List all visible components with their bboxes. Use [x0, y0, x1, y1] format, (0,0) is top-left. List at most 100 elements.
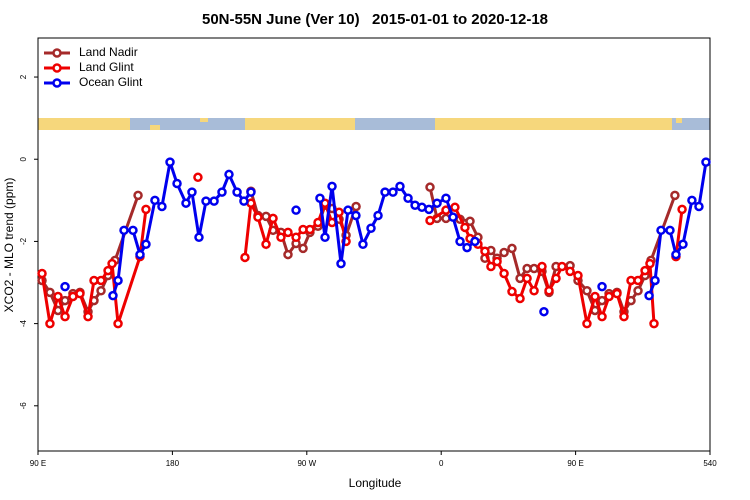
- data-point: [150, 195, 160, 206]
- land-ocean-strip: [38, 118, 710, 130]
- data-point: [343, 205, 353, 215]
- data-point: [649, 318, 659, 329]
- data-point: [403, 193, 413, 204]
- data-point: [612, 288, 622, 299]
- data-point: [268, 213, 278, 224]
- data-point: [201, 196, 211, 206]
- x-tick-label: 180: [166, 459, 180, 468]
- data-point: [470, 236, 480, 247]
- data-point: [165, 157, 175, 167]
- data-point: [522, 273, 532, 284]
- data-point: [701, 157, 711, 167]
- x-axis-label: Longitude: [349, 476, 402, 490]
- legend-marker: [52, 63, 62, 73]
- data-point: [135, 249, 145, 260]
- data-point: [96, 285, 106, 296]
- data-point: [194, 232, 204, 243]
- data-point: [486, 261, 496, 272]
- data-point: [582, 285, 592, 296]
- y-tick-label: 0: [19, 156, 28, 161]
- data-point: [565, 266, 575, 277]
- data-point: [172, 178, 182, 189]
- data-point: [645, 258, 655, 269]
- data-point: [597, 295, 607, 306]
- data-point: [619, 311, 629, 322]
- data-point: [291, 205, 301, 215]
- data-point: [351, 201, 361, 212]
- data-point: [157, 201, 167, 212]
- data-point: [670, 190, 680, 201]
- legend-marker: [52, 78, 62, 88]
- data-point: [515, 293, 525, 304]
- data-point: [60, 311, 70, 322]
- data-point: [644, 290, 654, 301]
- data-point: [253, 212, 263, 222]
- data-point: [460, 222, 470, 233]
- data-point: [537, 261, 547, 272]
- data-point: [425, 182, 435, 192]
- data-point: [492, 256, 502, 267]
- data-point: [108, 290, 118, 301]
- data-point: [133, 190, 143, 201]
- data-point: [75, 288, 85, 299]
- data-point: [37, 268, 47, 279]
- plot-frame: [37, 37, 711, 452]
- data-point: [60, 281, 70, 292]
- data-point: [388, 187, 398, 197]
- data-point: [529, 263, 539, 274]
- data-point: [671, 249, 681, 260]
- data-point: [351, 210, 361, 221]
- data-point: [656, 225, 666, 236]
- data-point: [597, 281, 607, 292]
- data-point: [315, 193, 325, 204]
- data-point: [113, 275, 123, 286]
- data-point: [590, 291, 600, 302]
- x-tick-label: 0: [439, 459, 444, 468]
- data-point: [529, 285, 539, 296]
- data-point: [465, 216, 475, 227]
- series-line: [111, 161, 708, 297]
- data-point: [373, 210, 383, 221]
- data-point: [539, 306, 549, 317]
- data-point: [650, 275, 660, 286]
- data-point: [313, 217, 323, 228]
- data-point: [53, 291, 63, 302]
- data-point: [103, 265, 113, 276]
- data-point: [209, 196, 219, 206]
- data-point: [678, 239, 688, 250]
- data-point: [665, 225, 675, 236]
- data-point: [448, 212, 458, 222]
- x-tick-label: 90 E: [567, 459, 583, 468]
- data-point: [573, 270, 583, 281]
- data-point: [455, 236, 465, 247]
- data-point: [544, 285, 554, 296]
- x-tick-label: 90 E: [30, 459, 46, 468]
- data-point: [358, 239, 368, 250]
- data-point: [687, 195, 697, 206]
- data-point: [551, 273, 561, 284]
- data-point: [276, 232, 286, 243]
- data-point: [462, 242, 472, 253]
- legend-marker: [52, 48, 62, 58]
- data-point: [224, 169, 234, 180]
- data-point: [305, 224, 315, 235]
- data-point: [232, 187, 242, 197]
- y-tick-label: 2: [19, 74, 28, 79]
- data-point: [261, 239, 271, 250]
- data-point: [45, 318, 55, 329]
- data-point: [432, 198, 442, 208]
- data-point: [283, 249, 293, 260]
- data-point: [633, 275, 643, 286]
- data-point: [187, 187, 197, 197]
- data-point: [694, 201, 704, 212]
- data-point: [425, 215, 435, 226]
- legend-label: Land Nadir: [79, 45, 138, 59]
- chart-title: 50N-55N June (Ver 10) 2015-01-01 to 2020…: [202, 11, 548, 28]
- data-point: [96, 275, 106, 286]
- x-tick-label: 540: [703, 459, 717, 468]
- data-point: [499, 247, 509, 258]
- x-tick-label: 90 W: [297, 459, 316, 468]
- data-point: [113, 318, 123, 329]
- data-point: [181, 198, 191, 208]
- data-point: [366, 223, 376, 234]
